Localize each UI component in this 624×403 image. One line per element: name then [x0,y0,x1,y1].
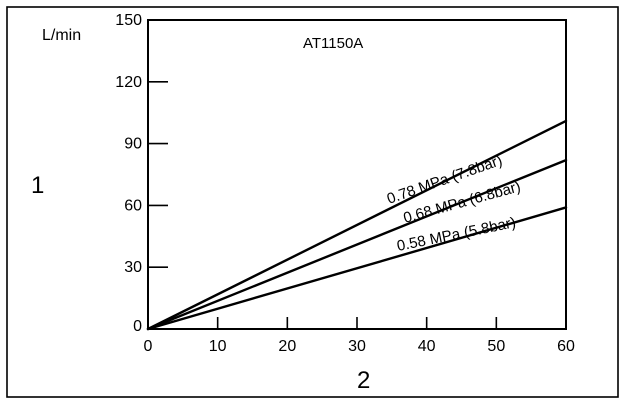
plot-area-border [147,19,567,330]
y-tick-label: 30 [124,259,142,276]
x-tick-label: 10 [209,338,227,355]
y-tick-label: 150 [115,12,142,29]
y-unit-label: L/min [42,27,81,44]
y-axis-label: 1 [31,172,44,199]
outer-frame [6,6,619,398]
y-tick-label: 60 [124,197,142,214]
series-lines [146,119,568,331]
y-tick-label: 90 [124,136,142,153]
x-tick-label: 20 [278,338,296,355]
y-axis-ticks: 0 30 60 90 120 150 [115,12,168,335]
x-tick-label: 40 [418,338,436,355]
y-tick-label: 0 [133,318,142,335]
x-axis-label: 2 [357,367,370,394]
series-line-1 [146,158,568,331]
x-tick-label: 30 [348,338,366,355]
x-axis-ticks: 0 10 20 30 40 50 60 [144,317,575,355]
y-tick-label: 120 [115,74,142,91]
chart-title: AT1150A [303,35,363,52]
series-line-2 [146,206,568,331]
x-tick-label: 60 [557,338,575,355]
series-line-0 [146,119,568,331]
x-tick-label: 50 [487,338,505,355]
x-tick-label: 0 [144,338,153,355]
